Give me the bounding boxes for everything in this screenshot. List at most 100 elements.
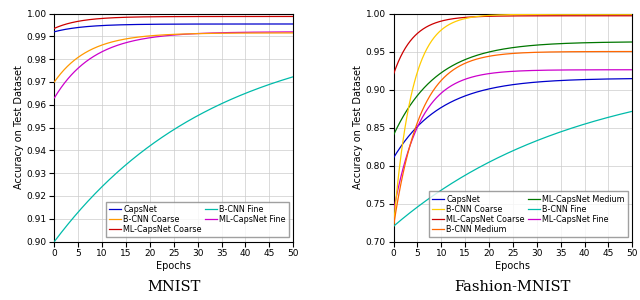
Line: ML-CapsNet Coarse: ML-CapsNet Coarse: [394, 16, 632, 74]
B-CNN Coarse: [390, 224, 397, 228]
ML-CapsNet Coarse: [532, 14, 540, 18]
ML-CapsNet Coarse: [193, 15, 200, 18]
Line: B-CNN Fine: B-CNN Fine: [394, 111, 632, 226]
ML-CapsNet Fine: [503, 70, 511, 74]
B-CNN Medium: [390, 224, 397, 228]
B-CNN Fine: [51, 240, 58, 243]
B-CNN Coarse: [284, 31, 291, 35]
ML-CapsNet Fine: [165, 34, 173, 37]
ML-CapsNet Medium: [532, 44, 540, 47]
B-CNN Fine: [628, 110, 636, 113]
ML-CapsNet Coarse: [180, 15, 188, 18]
CapsNet: [586, 78, 593, 81]
B-CNN Fine: [532, 139, 540, 143]
B-CNN Coarse: [519, 13, 527, 16]
B-CNN Medium: [532, 50, 540, 54]
B-CNN Fine: [193, 115, 200, 118]
ML-CapsNet Medium: [623, 40, 630, 44]
Line: B-CNN Fine: B-CNN Fine: [54, 77, 293, 242]
B-CNN Medium: [628, 50, 636, 53]
B-CNN Fine: [519, 145, 527, 148]
ML-CapsNet Fine: [519, 69, 527, 73]
B-CNN Fine: [180, 122, 188, 125]
ML-CapsNet Fine: [504, 70, 512, 74]
CapsNet: [503, 84, 511, 87]
X-axis label: Epochs: Epochs: [156, 261, 191, 271]
ML-CapsNet Medium: [503, 47, 511, 50]
B-CNN Coarse: [193, 32, 200, 35]
ML-CapsNet Fine: [284, 30, 291, 34]
B-CNN Fine: [164, 132, 172, 135]
Line: B-CNN Medium: B-CNN Medium: [394, 52, 632, 226]
Line: B-CNN Coarse: B-CNN Coarse: [54, 33, 293, 82]
ML-CapsNet Fine: [246, 30, 254, 34]
B-CNN Fine: [503, 152, 511, 155]
Line: ML-CapsNet Coarse: ML-CapsNet Coarse: [54, 16, 293, 28]
ML-CapsNet Coarse: [284, 15, 291, 18]
ML-CapsNet Coarse: [289, 15, 297, 18]
ML-CapsNet Medium: [519, 45, 527, 48]
B-CNN Coarse: [623, 13, 630, 16]
B-CNN Medium: [586, 50, 593, 53]
B-CNN Fine: [390, 224, 397, 228]
B-CNN Coarse: [586, 13, 593, 16]
ML-CapsNet Fine: [180, 32, 188, 36]
B-CNN Fine: [586, 121, 593, 124]
CapsNet: [51, 30, 58, 34]
ML-CapsNet Fine: [289, 30, 297, 34]
Y-axis label: Accuracy on Test Dataset: Accuracy on Test Dataset: [353, 66, 363, 189]
ML-CapsNet Coarse: [390, 73, 397, 76]
B-CNN Coarse: [180, 32, 188, 36]
B-CNN Fine: [504, 151, 512, 154]
ML-CapsNet Fine: [623, 68, 630, 72]
ML-CapsNet Coarse: [503, 14, 511, 18]
B-CNN Fine: [246, 90, 254, 93]
ML-CapsNet Fine: [628, 68, 636, 72]
B-CNN Coarse: [628, 13, 636, 16]
ML-CapsNet Medium: [504, 46, 512, 50]
B-CNN Fine: [284, 77, 291, 80]
CapsNet: [246, 22, 254, 26]
CapsNet: [623, 77, 630, 80]
CapsNet: [504, 83, 512, 87]
CapsNet: [532, 80, 540, 84]
B-CNN Medium: [503, 52, 511, 56]
CapsNet: [165, 22, 173, 26]
ML-CapsNet Medium: [390, 133, 397, 137]
B-CNN Medium: [519, 51, 527, 55]
CapsNet: [390, 156, 397, 160]
ML-CapsNet Coarse: [628, 14, 636, 18]
CapsNet: [289, 22, 297, 26]
Line: CapsNet: CapsNet: [394, 79, 632, 158]
CapsNet: [628, 77, 636, 80]
ML-CapsNet Fine: [51, 96, 58, 100]
ML-CapsNet Coarse: [246, 15, 254, 18]
Line: ML-CapsNet Fine: ML-CapsNet Fine: [394, 70, 632, 211]
B-CNN Coarse: [289, 31, 297, 35]
ML-CapsNet Coarse: [519, 14, 527, 18]
ML-CapsNet Coarse: [51, 26, 58, 30]
Line: ML-CapsNet Fine: ML-CapsNet Fine: [54, 32, 293, 98]
ML-CapsNet Coarse: [164, 15, 172, 18]
Y-axis label: Accuracy on Test Dataset: Accuracy on Test Dataset: [14, 66, 24, 189]
B-CNN Fine: [289, 75, 297, 79]
X-axis label: Epochs: Epochs: [495, 261, 531, 271]
CapsNet: [164, 22, 172, 26]
ML-CapsNet Fine: [586, 68, 593, 72]
B-CNN Coarse: [164, 33, 172, 36]
CapsNet: [180, 22, 188, 26]
CapsNet: [519, 82, 527, 85]
CapsNet: [284, 22, 291, 26]
B-CNN Fine: [165, 131, 173, 134]
Line: CapsNet: CapsNet: [54, 24, 293, 32]
Line: B-CNN Coarse: B-CNN Coarse: [394, 14, 632, 226]
ML-CapsNet Coarse: [586, 14, 593, 18]
Line: ML-CapsNet Medium: ML-CapsNet Medium: [394, 42, 632, 135]
B-CNN Fine: [623, 111, 630, 115]
CapsNet: [193, 22, 200, 26]
ML-CapsNet Coarse: [623, 14, 630, 18]
ML-CapsNet Fine: [164, 34, 172, 38]
B-CNN Coarse: [165, 33, 173, 36]
ML-CapsNet Medium: [628, 40, 636, 44]
ML-CapsNet Coarse: [504, 14, 512, 18]
